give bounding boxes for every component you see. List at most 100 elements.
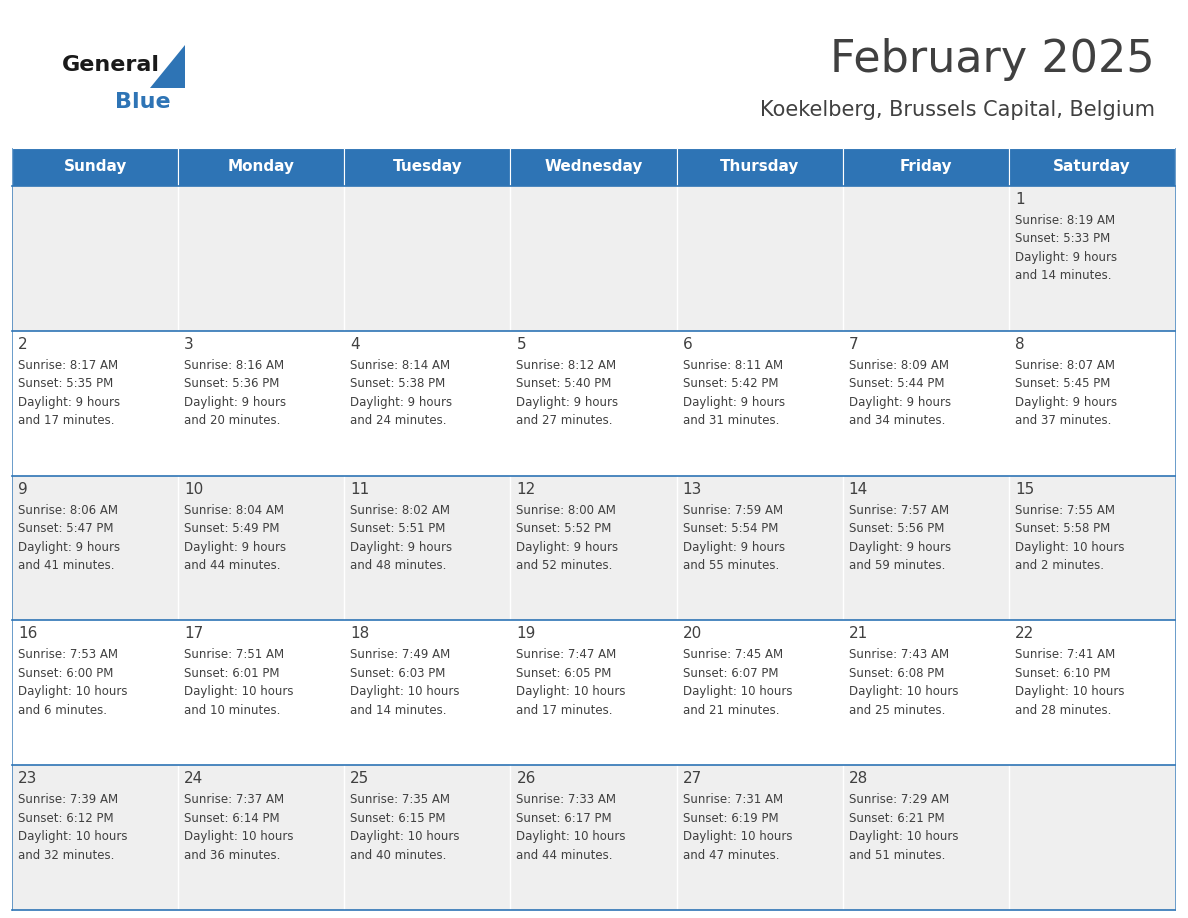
Text: Saturday: Saturday xyxy=(1053,160,1131,174)
Text: 15: 15 xyxy=(1015,482,1034,497)
Text: Sunrise: 8:06 AM
Sunset: 5:47 PM
Daylight: 9 hours
and 41 minutes.: Sunrise: 8:06 AM Sunset: 5:47 PM Dayligh… xyxy=(18,504,120,572)
Bar xyxy=(12,476,178,621)
Text: Monday: Monday xyxy=(228,160,295,174)
Bar xyxy=(1009,186,1175,330)
Text: 17: 17 xyxy=(184,626,203,642)
Text: February 2025: February 2025 xyxy=(830,38,1155,81)
Text: Sunrise: 7:55 AM
Sunset: 5:58 PM
Daylight: 10 hours
and 2 minutes.: Sunrise: 7:55 AM Sunset: 5:58 PM Dayligh… xyxy=(1015,504,1124,572)
Text: 22: 22 xyxy=(1015,626,1034,642)
Text: Sunrise: 7:49 AM
Sunset: 6:03 PM
Daylight: 10 hours
and 14 minutes.: Sunrise: 7:49 AM Sunset: 6:03 PM Dayligh… xyxy=(350,648,460,717)
Text: 25: 25 xyxy=(350,771,369,786)
Text: 12: 12 xyxy=(517,482,536,497)
Text: Sunrise: 7:31 AM
Sunset: 6:19 PM
Daylight: 10 hours
and 47 minutes.: Sunrise: 7:31 AM Sunset: 6:19 PM Dayligh… xyxy=(683,793,792,862)
Bar xyxy=(345,148,511,186)
Bar xyxy=(178,148,345,186)
Bar xyxy=(677,766,842,910)
Text: 13: 13 xyxy=(683,482,702,497)
Bar xyxy=(345,766,511,910)
Bar xyxy=(12,330,178,476)
Text: 27: 27 xyxy=(683,771,702,786)
Text: Tuesday: Tuesday xyxy=(392,160,462,174)
Text: Sunrise: 7:51 AM
Sunset: 6:01 PM
Daylight: 10 hours
and 10 minutes.: Sunrise: 7:51 AM Sunset: 6:01 PM Dayligh… xyxy=(184,648,293,717)
Bar xyxy=(345,186,511,330)
Bar xyxy=(178,766,345,910)
Bar xyxy=(12,148,178,186)
Text: Sunrise: 7:29 AM
Sunset: 6:21 PM
Daylight: 10 hours
and 51 minutes.: Sunrise: 7:29 AM Sunset: 6:21 PM Dayligh… xyxy=(848,793,959,862)
Text: 19: 19 xyxy=(517,626,536,642)
Bar xyxy=(345,476,511,621)
Bar xyxy=(842,766,1009,910)
Text: Sunrise: 8:14 AM
Sunset: 5:38 PM
Daylight: 9 hours
and 24 minutes.: Sunrise: 8:14 AM Sunset: 5:38 PM Dayligh… xyxy=(350,359,453,427)
Text: Sunrise: 8:07 AM
Sunset: 5:45 PM
Daylight: 9 hours
and 37 minutes.: Sunrise: 8:07 AM Sunset: 5:45 PM Dayligh… xyxy=(1015,359,1117,427)
Bar xyxy=(1009,621,1175,766)
Bar xyxy=(677,148,842,186)
Bar xyxy=(511,476,677,621)
Text: 26: 26 xyxy=(517,771,536,786)
Bar xyxy=(178,186,345,330)
Text: Sunrise: 7:57 AM
Sunset: 5:56 PM
Daylight: 9 hours
and 59 minutes.: Sunrise: 7:57 AM Sunset: 5:56 PM Dayligh… xyxy=(848,504,950,572)
Text: Sunrise: 7:59 AM
Sunset: 5:54 PM
Daylight: 9 hours
and 55 minutes.: Sunrise: 7:59 AM Sunset: 5:54 PM Dayligh… xyxy=(683,504,785,572)
Text: 14: 14 xyxy=(848,482,868,497)
Text: 8: 8 xyxy=(1015,337,1024,352)
Bar xyxy=(345,621,511,766)
Bar xyxy=(842,476,1009,621)
Bar xyxy=(842,330,1009,476)
Bar xyxy=(178,330,345,476)
Text: 3: 3 xyxy=(184,337,194,352)
Text: Blue: Blue xyxy=(115,92,171,112)
Text: 2: 2 xyxy=(18,337,27,352)
Bar xyxy=(1009,330,1175,476)
Text: Sunrise: 8:04 AM
Sunset: 5:49 PM
Daylight: 9 hours
and 44 minutes.: Sunrise: 8:04 AM Sunset: 5:49 PM Dayligh… xyxy=(184,504,286,572)
Text: 6: 6 xyxy=(683,337,693,352)
Text: Sunrise: 7:35 AM
Sunset: 6:15 PM
Daylight: 10 hours
and 40 minutes.: Sunrise: 7:35 AM Sunset: 6:15 PM Dayligh… xyxy=(350,793,460,862)
Bar xyxy=(345,330,511,476)
Bar xyxy=(677,186,842,330)
Text: 24: 24 xyxy=(184,771,203,786)
Text: 5: 5 xyxy=(517,337,526,352)
Bar xyxy=(842,186,1009,330)
Bar xyxy=(12,766,178,910)
Text: 20: 20 xyxy=(683,626,702,642)
Text: 9: 9 xyxy=(18,482,27,497)
Text: Thursday: Thursday xyxy=(720,160,800,174)
Bar xyxy=(677,476,842,621)
Text: 18: 18 xyxy=(350,626,369,642)
Bar xyxy=(511,186,677,330)
Text: Sunrise: 8:09 AM
Sunset: 5:44 PM
Daylight: 9 hours
and 34 minutes.: Sunrise: 8:09 AM Sunset: 5:44 PM Dayligh… xyxy=(848,359,950,427)
Bar xyxy=(677,330,842,476)
Bar xyxy=(511,330,677,476)
Text: 21: 21 xyxy=(848,626,868,642)
Text: 4: 4 xyxy=(350,337,360,352)
Text: Sunrise: 7:37 AM
Sunset: 6:14 PM
Daylight: 10 hours
and 36 minutes.: Sunrise: 7:37 AM Sunset: 6:14 PM Dayligh… xyxy=(184,793,293,862)
Text: Sunrise: 8:19 AM
Sunset: 5:33 PM
Daylight: 9 hours
and 14 minutes.: Sunrise: 8:19 AM Sunset: 5:33 PM Dayligh… xyxy=(1015,214,1117,283)
Text: 16: 16 xyxy=(18,626,37,642)
Bar xyxy=(178,476,345,621)
Text: 11: 11 xyxy=(350,482,369,497)
Text: Sunrise: 8:17 AM
Sunset: 5:35 PM
Daylight: 9 hours
and 17 minutes.: Sunrise: 8:17 AM Sunset: 5:35 PM Dayligh… xyxy=(18,359,120,427)
Text: Sunrise: 7:45 AM
Sunset: 6:07 PM
Daylight: 10 hours
and 21 minutes.: Sunrise: 7:45 AM Sunset: 6:07 PM Dayligh… xyxy=(683,648,792,717)
Text: 7: 7 xyxy=(848,337,859,352)
Text: Sunrise: 7:33 AM
Sunset: 6:17 PM
Daylight: 10 hours
and 44 minutes.: Sunrise: 7:33 AM Sunset: 6:17 PM Dayligh… xyxy=(517,793,626,862)
Polygon shape xyxy=(150,45,185,88)
Text: 1: 1 xyxy=(1015,192,1024,207)
Bar xyxy=(677,621,842,766)
Text: Sunrise: 7:41 AM
Sunset: 6:10 PM
Daylight: 10 hours
and 28 minutes.: Sunrise: 7:41 AM Sunset: 6:10 PM Dayligh… xyxy=(1015,648,1124,717)
Bar xyxy=(842,621,1009,766)
Text: 23: 23 xyxy=(18,771,37,786)
Bar xyxy=(842,148,1009,186)
Bar xyxy=(1009,476,1175,621)
Text: Koekelberg, Brussels Capital, Belgium: Koekelberg, Brussels Capital, Belgium xyxy=(760,100,1155,120)
Text: Sunday: Sunday xyxy=(63,160,127,174)
Bar xyxy=(1009,148,1175,186)
Bar xyxy=(1009,766,1175,910)
Text: General: General xyxy=(62,55,160,75)
Text: Sunrise: 7:43 AM
Sunset: 6:08 PM
Daylight: 10 hours
and 25 minutes.: Sunrise: 7:43 AM Sunset: 6:08 PM Dayligh… xyxy=(848,648,959,717)
Bar xyxy=(12,621,178,766)
Text: Sunrise: 7:39 AM
Sunset: 6:12 PM
Daylight: 10 hours
and 32 minutes.: Sunrise: 7:39 AM Sunset: 6:12 PM Dayligh… xyxy=(18,793,127,862)
Text: Sunrise: 8:11 AM
Sunset: 5:42 PM
Daylight: 9 hours
and 31 minutes.: Sunrise: 8:11 AM Sunset: 5:42 PM Dayligh… xyxy=(683,359,785,427)
Text: Sunrise: 7:47 AM
Sunset: 6:05 PM
Daylight: 10 hours
and 17 minutes.: Sunrise: 7:47 AM Sunset: 6:05 PM Dayligh… xyxy=(517,648,626,717)
Text: Sunrise: 7:53 AM
Sunset: 6:00 PM
Daylight: 10 hours
and 6 minutes.: Sunrise: 7:53 AM Sunset: 6:00 PM Dayligh… xyxy=(18,648,127,717)
Text: Friday: Friday xyxy=(899,160,952,174)
Text: Sunrise: 8:16 AM
Sunset: 5:36 PM
Daylight: 9 hours
and 20 minutes.: Sunrise: 8:16 AM Sunset: 5:36 PM Dayligh… xyxy=(184,359,286,427)
Text: Sunrise: 8:00 AM
Sunset: 5:52 PM
Daylight: 9 hours
and 52 minutes.: Sunrise: 8:00 AM Sunset: 5:52 PM Dayligh… xyxy=(517,504,619,572)
